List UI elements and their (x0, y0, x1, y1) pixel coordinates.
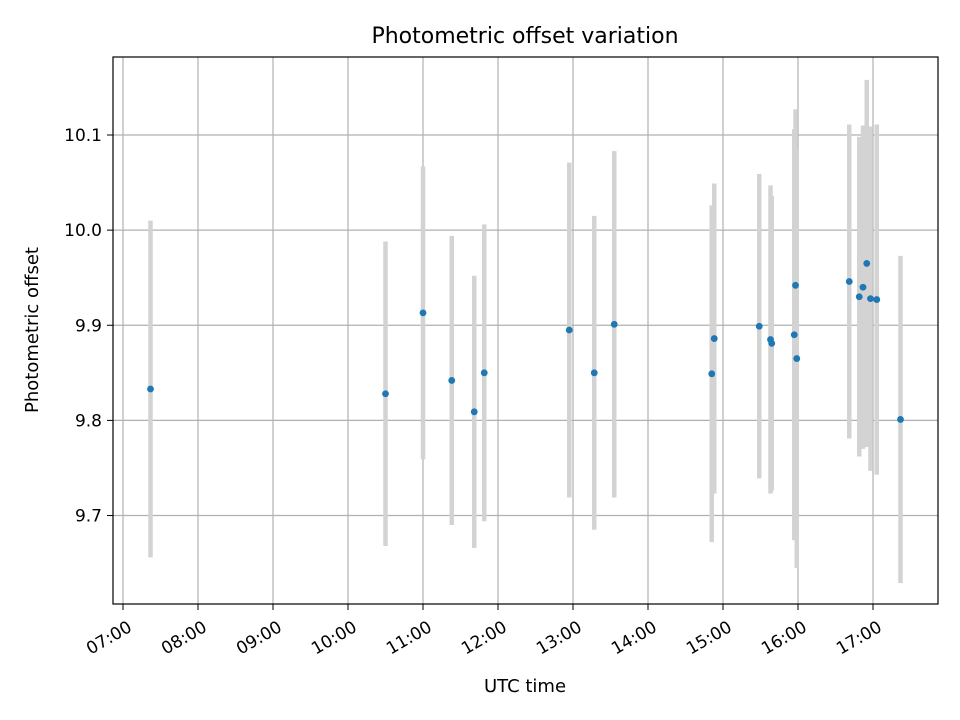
data-point (793, 355, 801, 362)
x-tick-label: 07:00 (83, 617, 135, 659)
data-point (768, 339, 776, 347)
data-point (755, 322, 763, 330)
data-point (873, 296, 881, 303)
y-tick-label: 9.9 (75, 316, 102, 336)
x-tick-label: 14:00 (608, 617, 660, 659)
error-bars (148, 79, 903, 584)
chart-title: Photometric offset variation (371, 24, 678, 49)
x-tick-label: 12:00 (458, 617, 510, 659)
data-point (590, 369, 598, 377)
data-point (565, 326, 573, 334)
data-point (382, 390, 389, 398)
data-point (419, 309, 427, 317)
x-tick-label: 16:00 (758, 617, 810, 659)
data-point (867, 295, 874, 303)
y-tick-label: 10.1 (64, 126, 102, 146)
data-point (845, 278, 853, 285)
x-tick-labels: 07:00 08:00 09:00 10:00 11:00 12:00 13:00 14:00… (83, 617, 885, 659)
data-points (147, 260, 904, 423)
data-point (790, 331, 798, 339)
data-point (855, 293, 863, 301)
x-tick-label: 08:00 (158, 617, 210, 659)
data-point (448, 377, 456, 384)
grid-lines (113, 57, 938, 604)
x-tick-label: 15:00 (683, 617, 735, 659)
x-tick-label: 10:00 (308, 617, 360, 659)
data-point (897, 416, 904, 423)
y-axis-label: Photometric offset (22, 247, 43, 413)
axis-ticks (107, 134, 874, 610)
x-axis-label: UTC time (484, 676, 566, 697)
data-point (792, 281, 799, 289)
data-point (147, 385, 154, 393)
x-tick-label: 13:00 (533, 617, 585, 659)
data-point (480, 369, 488, 377)
data-point (710, 335, 718, 342)
x-tick-label: 09:00 (233, 617, 285, 659)
y-tick-label: 10.0 (64, 221, 102, 241)
y-tick-label: 9.7 (75, 507, 102, 527)
data-point (708, 370, 716, 378)
y-tick-label: 9.8 (75, 411, 102, 431)
data-point (859, 283, 867, 291)
data-point (610, 320, 618, 328)
plot-frame (112, 56, 939, 605)
data-point (863, 260, 871, 267)
x-tick-label: 17:00 (833, 617, 885, 659)
data-point (470, 408, 478, 416)
y-tick-labels: 9.7 9.8 9.9 10.0 10.1 (64, 126, 102, 527)
x-tick-label: 11:00 (383, 617, 435, 659)
